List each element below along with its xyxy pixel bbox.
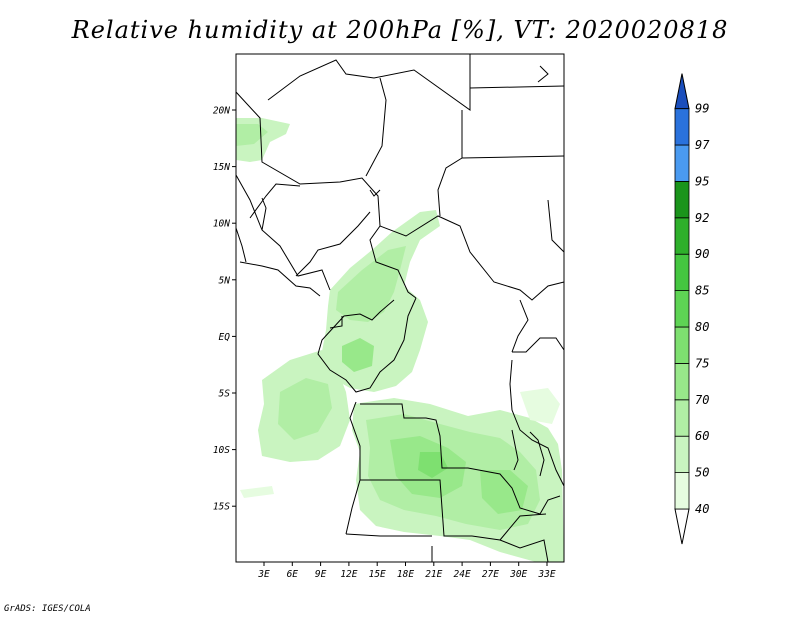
colorbar-segment (674, 180, 690, 219)
longitude-axis: 3E 6E 9E 12E 15E 18E 21E 24E 27E 30E 33E (257, 562, 556, 580)
borders (235, 54, 565, 563)
colorbar-label: 95 (695, 174, 709, 188)
colorbar-segment (674, 290, 690, 328)
lat-tick-label: 5S (219, 389, 231, 400)
colorbar-segment (674, 326, 690, 364)
latitude-axis: 20N 15N 10N 5N EQ 5S 10S 15S (213, 106, 236, 513)
lon-tick-label: 3E (257, 569, 270, 580)
colorbar-label: 60 (695, 429, 709, 443)
colorbar-label: 85 (695, 284, 709, 298)
colorbar-segment (674, 362, 690, 401)
lon-tick-label: 12E (340, 569, 357, 580)
colorbar-label: 97 (695, 138, 710, 152)
humidity-shading (236, 118, 564, 562)
lat-tick-label: 15N (213, 162, 230, 173)
lon-tick-label: 24E (454, 569, 471, 580)
colorbar-segment (674, 108, 690, 146)
colorbar-label: 99 (695, 102, 709, 116)
lon-tick-label: 33E (537, 569, 555, 580)
colorbar-segment (674, 253, 690, 291)
colorbar-segment (674, 435, 690, 474)
colorbar-label: 75 (695, 356, 709, 370)
lon-tick-label: 18E (397, 569, 414, 580)
colorbar: 40 50 60 70 75 80 85 90 92 95 97 99 (674, 73, 710, 545)
map-frame (235, 53, 565, 563)
colorbar-label: 50 (695, 466, 709, 480)
map-title: Relative humidity at 200hPa [%], VT: 202… (71, 16, 729, 44)
lat-tick-label: 10N (213, 219, 230, 230)
humidity-patch-east (520, 388, 560, 424)
colorbar-segment (674, 217, 690, 255)
colorbar-lower-arrow (674, 508, 690, 545)
colorbar-label: 80 (695, 320, 709, 334)
colorbar-segment (674, 399, 690, 437)
colorbar-segment (674, 144, 690, 182)
lat-tick-label: 10S (213, 445, 230, 456)
lon-tick-label: 21E (425, 569, 442, 580)
colorbar-upper-arrow (674, 73, 690, 110)
lat-tick-label: 5N (219, 275, 231, 286)
humidity-streak-southwest (240, 486, 274, 498)
colorbar-segment (674, 472, 690, 510)
lon-tick-label: 30E (509, 569, 527, 580)
lon-tick-label: 15E (369, 569, 386, 580)
credit-text: GrADS: IGES/COLA (4, 604, 91, 614)
lat-tick-label: 15S (213, 502, 230, 513)
colorbar-label: 40 (695, 502, 709, 516)
lat-tick-label: 20N (213, 106, 230, 117)
colorbar-label: 90 (695, 247, 709, 261)
lat-tick-label: EQ (219, 332, 231, 343)
colorbar-label: 70 (695, 393, 709, 407)
lon-tick-label: 27E (482, 569, 499, 580)
colorbar-label: 92 (695, 211, 709, 225)
lon-tick-label: 6E (287, 569, 299, 580)
lon-tick-label: 9E (315, 569, 327, 580)
